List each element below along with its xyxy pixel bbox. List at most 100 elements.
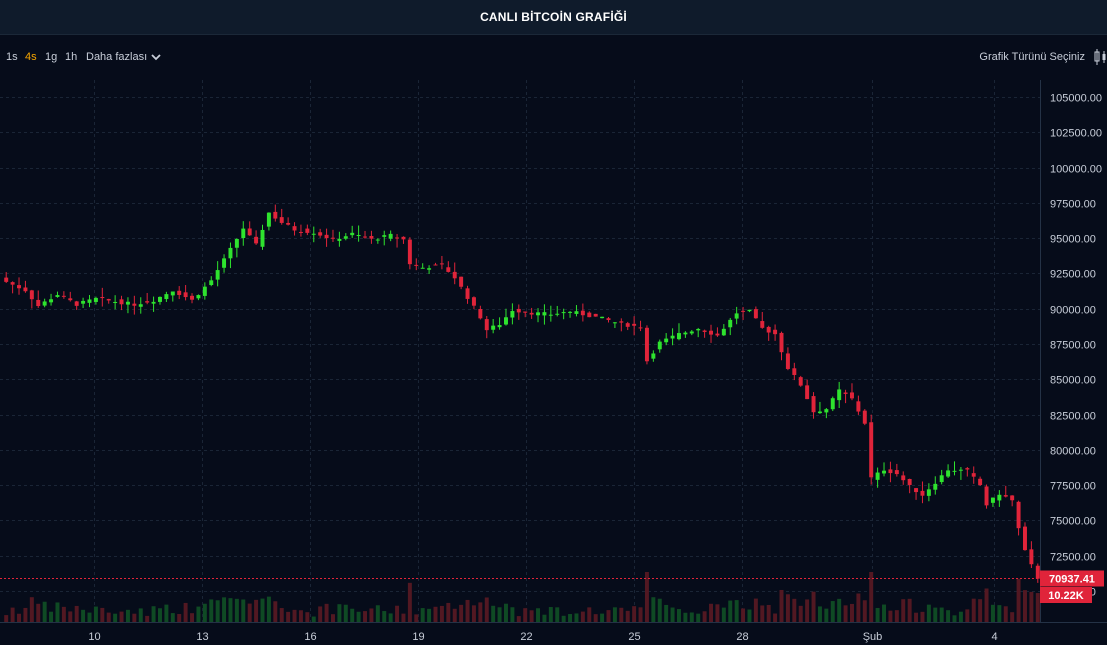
- timeframe-4s-button[interactable]: 4s: [25, 51, 37, 63]
- candle-body: [241, 228, 246, 239]
- volume-bar: [894, 610, 899, 622]
- x-tick-label: Şub: [863, 631, 883, 643]
- volume-bar: [298, 610, 303, 622]
- volume-bar: [503, 603, 508, 622]
- volume-bar: [920, 611, 925, 622]
- volume-bar: [696, 613, 701, 622]
- volume-bar: [856, 593, 861, 622]
- volume-bar: [741, 608, 746, 622]
- candle-body: [990, 497, 995, 503]
- candle-body: [279, 217, 284, 223]
- candle-body: [427, 268, 432, 270]
- volume-bar: [164, 604, 169, 622]
- volume-bar: [824, 608, 829, 622]
- candle-body: [965, 468, 970, 470]
- candle-body: [420, 267, 425, 269]
- volume-bar: [555, 607, 560, 622]
- volume-bar: [234, 598, 239, 622]
- volume-bar: [1035, 593, 1040, 622]
- candle-body: [414, 264, 419, 266]
- candle-body: [888, 469, 893, 474]
- volume-bar: [324, 603, 329, 622]
- volume-bar: [286, 611, 291, 622]
- more-timeframes-dropdown[interactable]: Daha fazlası: [86, 51, 161, 63]
- timeframe-1s-button[interactable]: 1s: [6, 51, 18, 63]
- volume-bar: [17, 613, 22, 622]
- volume-bar: [241, 599, 246, 622]
- volume-bar: [753, 598, 758, 622]
- candle-body: [676, 333, 681, 340]
- candle-body: [824, 409, 829, 413]
- volume-bar: [817, 606, 822, 622]
- current-price-tag: 70937.41: [1040, 570, 1104, 587]
- candle-body: [350, 232, 355, 236]
- candle-body: [190, 295, 195, 300]
- candle-body: [382, 235, 387, 237]
- volume-bar: [946, 610, 951, 622]
- candle-body: [497, 325, 502, 328]
- candle-body: [478, 309, 483, 319]
- volume-bar: [907, 598, 912, 622]
- price-chart[interactable]: 105000.00 102500.00 100000.00 97500.00 95000…: [0, 80, 1107, 645]
- candle-body: [407, 239, 412, 265]
- candle-body: [548, 314, 553, 316]
- candle-body: [254, 236, 259, 244]
- volume-bar: [1016, 578, 1021, 622]
- volume-bar: [914, 612, 919, 622]
- candlestick-icon[interactable]: [1093, 48, 1107, 66]
- candle-body: [113, 301, 118, 303]
- volume-bar: [350, 608, 355, 622]
- candle-body: [465, 288, 470, 299]
- volume-bar: [222, 597, 227, 622]
- volume-bar: [1022, 590, 1027, 622]
- y-tick-label: 82500.00: [1050, 411, 1096, 423]
- volume-bar: [439, 605, 444, 622]
- y-tick-label: 80000.00: [1050, 446, 1096, 458]
- volume-bar: [157, 608, 162, 622]
- volume-bar: [830, 601, 835, 622]
- candle-body: [209, 280, 214, 286]
- volume-bar: [183, 602, 188, 622]
- volume-bar: [420, 608, 425, 622]
- volume-bar: [638, 607, 643, 622]
- volume-bar: [747, 609, 752, 622]
- candle-body: [151, 301, 156, 304]
- volume-bar: [273, 601, 278, 622]
- volume-bar: [721, 607, 726, 622]
- volume-bar: [587, 607, 592, 622]
- volume-bar: [734, 600, 739, 622]
- volume-bar: [446, 602, 451, 622]
- candle-body: [875, 472, 880, 480]
- candle-body: [433, 264, 438, 266]
- candle-body: [606, 318, 611, 321]
- candle-body: [145, 301, 150, 303]
- volume-bar: [901, 599, 906, 622]
- volume-bar: [119, 611, 124, 622]
- candle-body: [324, 234, 329, 239]
- volume-bar: [452, 608, 457, 622]
- x-tick-label: 28: [736, 631, 748, 643]
- candle-body: [587, 312, 592, 318]
- candle-body: [1016, 501, 1021, 529]
- timeframe-1g-button[interactable]: 1g: [45, 51, 58, 63]
- timeframe-1h-button[interactable]: 1h: [65, 51, 78, 63]
- candle-body: [1003, 495, 1008, 497]
- candle-body: [228, 247, 233, 259]
- candle-body: [561, 312, 566, 314]
- candle-body: [305, 228, 310, 233]
- candle-body: [568, 311, 573, 313]
- candle-body: [715, 333, 720, 336]
- candle-body: [81, 300, 86, 304]
- volume-bar: [209, 599, 214, 622]
- candle-body: [798, 377, 803, 386]
- volume-bar: [279, 608, 284, 622]
- y-tick-label: 72500.00: [1050, 552, 1096, 564]
- candle-body: [503, 317, 508, 325]
- candle-body: [247, 228, 252, 236]
- volume-bar: [343, 604, 348, 622]
- candle-body: [830, 398, 835, 410]
- volume-bar: [792, 598, 797, 622]
- volume-bar: [10, 607, 15, 622]
- candle-body: [683, 332, 688, 335]
- chart-type-select[interactable]: Grafik Türünü Seçiniz: [979, 51, 1085, 63]
